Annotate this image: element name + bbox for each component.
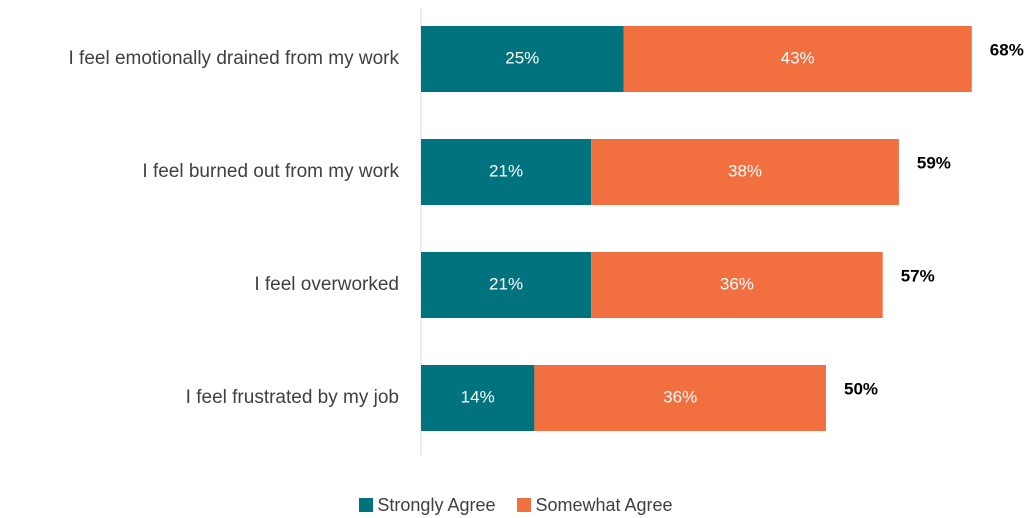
- bar-strongly-agree-2: [421, 139, 592, 205]
- total-label-2: 59%: [917, 153, 951, 172]
- bar-somewhat-agree-1: [623, 26, 972, 92]
- total-label-3: 57%: [901, 266, 935, 285]
- stacked-bar-chart: I feel emotionally drained from my work I…: [68, 8, 1024, 455]
- legend: Strongly Agree Somewhat Agree: [0, 492, 1032, 518]
- category-label-4: I feel frustrated by my job: [186, 387, 399, 408]
- bar-somewhat-agree-2: [591, 139, 899, 205]
- category-label-1: I feel emotionally drained from my work: [68, 48, 399, 69]
- category-label-3: I feel overworked: [254, 274, 399, 295]
- category-label-2: I feel burned out from my work: [142, 161, 399, 182]
- legend-item-strongly-agree: Strongly Agree: [359, 495, 495, 516]
- data-label-strongly-agree-3: 21%: [489, 274, 523, 293]
- data-label-somewhat-agree-1: 43%: [781, 48, 815, 67]
- data-label-strongly-agree-4: 14%: [461, 387, 495, 406]
- data-label-somewhat-agree-3: 36%: [720, 274, 754, 293]
- data-label-somewhat-agree-2: 38%: [728, 161, 762, 180]
- total-label-4: 50%: [844, 379, 878, 398]
- total-label-1: 68%: [990, 40, 1024, 59]
- bar-somewhat-agree-3: [591, 252, 883, 318]
- data-label-strongly-agree-1: 25%: [505, 48, 539, 67]
- legend-label-somewhat-agree: Somewhat Agree: [535, 494, 673, 515]
- bar-somewhat-agree-4: [534, 365, 826, 431]
- data-label-strongly-agree-2: 21%: [489, 161, 523, 180]
- bar-strongly-agree-1: [421, 26, 624, 92]
- bar-strongly-agree-4: [421, 365, 535, 431]
- legend-label-strongly-agree: Strongly Agree: [377, 494, 496, 515]
- data-label-somewhat-agree-4: 36%: [663, 387, 697, 406]
- legend-swatch-strongly-agree: [359, 498, 374, 512]
- legend-item-somewhat-agree: Somewhat Agree: [517, 494, 673, 516]
- legend-swatch-somewhat-agree: [517, 498, 532, 512]
- bar-strongly-agree-3: [421, 252, 592, 318]
